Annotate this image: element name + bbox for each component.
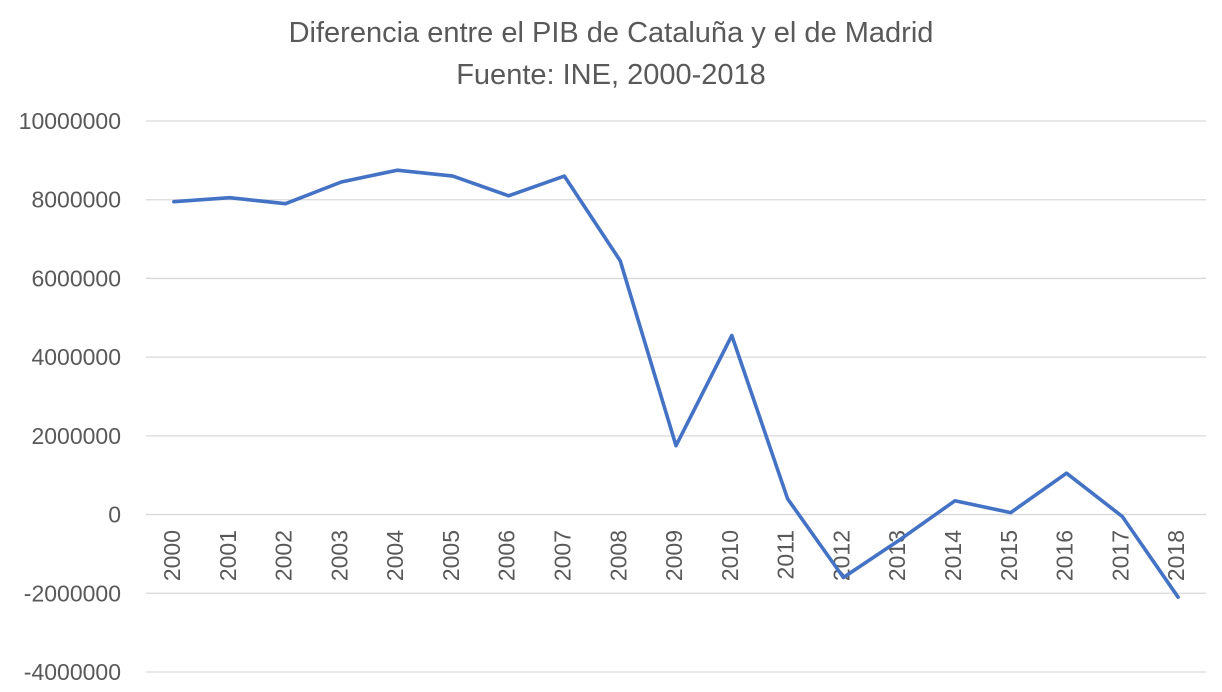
chart-subtitle: Fuente: INE, 2000-2018 xyxy=(456,59,766,91)
x-tick-label: 2010 xyxy=(717,530,743,581)
x-tick-label: 2006 xyxy=(494,530,520,581)
x-tick-label: 2018 xyxy=(1163,530,1189,581)
series-group xyxy=(172,168,1180,600)
y-tick-label: 4000000 xyxy=(31,344,121,370)
chart-title: Diferencia entre el PIB de Cataluña y el… xyxy=(289,17,934,49)
x-tick-label: 2008 xyxy=(605,530,631,581)
x-tick-label: 2014 xyxy=(940,530,966,581)
x-tick-label: 2011 xyxy=(773,530,799,579)
x-tick-label: 2000 xyxy=(159,530,185,581)
y-tick-label: 6000000 xyxy=(31,265,121,291)
y-tick-label: 0 xyxy=(108,502,121,528)
x-tick-label: 2017 xyxy=(1107,530,1133,581)
y-tick-label: 2000000 xyxy=(31,423,121,449)
x-axis-tick-labels: 2000 2001 2002 2003 2004 2005 2006 2007 2008 2009… xyxy=(159,530,1189,581)
x-tick-label: 2005 xyxy=(438,530,464,581)
x-tick-label: 2013 xyxy=(884,530,910,581)
x-tick-label: 2016 xyxy=(1052,530,1078,581)
x-tick-label: 2015 xyxy=(996,530,1022,581)
y-tick-label: -2000000 xyxy=(24,580,121,606)
x-tick-label: 2003 xyxy=(326,530,352,581)
grid-lines xyxy=(146,120,1206,673)
y-tick-label: 10000000 xyxy=(19,108,121,134)
x-tick-label: 2001 xyxy=(215,530,241,581)
x-tick-label: 2007 xyxy=(549,530,575,581)
y-tick-label: -4000000 xyxy=(24,659,121,685)
x-tick-label: 2009 xyxy=(661,530,687,581)
series-line xyxy=(172,168,1180,600)
x-tick-label: 2002 xyxy=(271,530,297,581)
y-tick-label: 8000000 xyxy=(31,187,121,213)
x-tick-label: 2004 xyxy=(382,530,408,581)
y-axis-tick-labels: 10000000 8000000 6000000 4000000 2000000 0 -20… xyxy=(19,108,121,685)
